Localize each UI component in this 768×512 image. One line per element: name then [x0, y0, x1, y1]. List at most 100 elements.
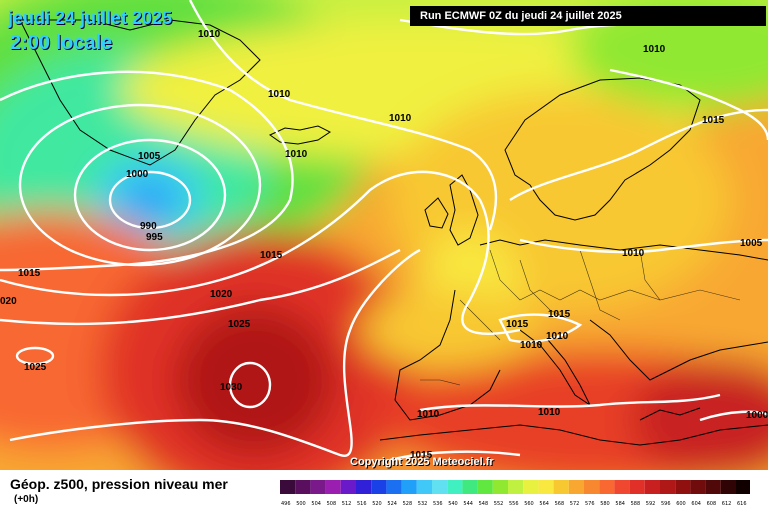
- svg-text:1030: 1030: [220, 382, 243, 393]
- svg-text:1015: 1015: [260, 250, 283, 261]
- scale-swatch: [675, 480, 691, 494]
- scale-tick-label: 528: [403, 501, 413, 507]
- scale-tick-label: 604: [691, 501, 701, 507]
- scale-tick-label: 564: [539, 501, 549, 507]
- scale-swatch: [629, 480, 645, 494]
- scale-tick-label: 552: [494, 501, 504, 507]
- scale-tick-label: 616: [737, 501, 747, 507]
- scale-tick-label: 524: [387, 501, 397, 507]
- scale-swatch: [644, 480, 660, 494]
- scale-tick-label: 560: [524, 501, 534, 507]
- scale-swatch: [356, 480, 372, 494]
- scale-swatch: [523, 480, 539, 494]
- scale-tick-label: 512: [342, 501, 352, 507]
- weather-map: 1010 1010 1010 1010 1010 1015 1005 1000 …: [0, 0, 768, 470]
- scale-swatch: [736, 480, 750, 494]
- scale-swatch: [614, 480, 630, 494]
- scale-tick-label: 576: [585, 501, 595, 507]
- scale-tick-label: 556: [509, 501, 519, 507]
- scale-swatch: [538, 480, 554, 494]
- forecast-time: 2:00 locale: [10, 32, 113, 54]
- svg-text:990: 990: [140, 221, 157, 232]
- svg-text:1010: 1010: [622, 248, 645, 259]
- scale-tick-label: 508: [327, 501, 337, 507]
- scale-swatch: [477, 480, 493, 494]
- svg-text:1010: 1010: [417, 409, 440, 420]
- scale-swatch: [599, 480, 615, 494]
- scale-swatch: [386, 480, 402, 494]
- model-run-label: Run ECMWF 0Z du jeudi 24 juillet 2025: [410, 6, 766, 26]
- isobar-labels: 1010 1010 1010 1010 1010 1015 1005 1000 …: [0, 29, 768, 461]
- svg-text:1010: 1010: [538, 407, 561, 418]
- isobars: [0, 0, 768, 460]
- scale-tick-label: 540: [448, 501, 458, 507]
- svg-text:1010: 1010: [389, 113, 412, 124]
- scale-tick-label: 584: [615, 501, 625, 507]
- scale-swatch: [568, 480, 584, 494]
- svg-text:1000: 1000: [746, 410, 768, 421]
- coastlines: [19, 19, 768, 446]
- scale-swatch: [340, 480, 356, 494]
- svg-text:1010: 1010: [520, 340, 543, 351]
- forecast-date: jeudi 24 juillet 2025: [8, 8, 173, 28]
- scale-tick-label: 568: [555, 501, 565, 507]
- svg-text:1005: 1005: [740, 238, 763, 249]
- scale-tick-label: 580: [600, 501, 610, 507]
- svg-text:1025: 1025: [24, 362, 47, 373]
- scale-swatch: [553, 480, 569, 494]
- svg-text:1015: 1015: [548, 309, 571, 320]
- svg-text:1015: 1015: [18, 268, 41, 279]
- svg-text:995: 995: [146, 232, 163, 243]
- scale-tick-label: 532: [418, 501, 428, 507]
- scale-tick-label: 608: [707, 501, 717, 507]
- scale-swatch: [462, 480, 478, 494]
- scale-tick-label: 536: [433, 501, 443, 507]
- scale-swatch: [295, 480, 311, 494]
- scale-tick-label: 516: [357, 501, 367, 507]
- scale-tick-label: 588: [631, 501, 641, 507]
- scale-tick-label: 496: [281, 501, 291, 507]
- svg-text:1010: 1010: [546, 331, 569, 342]
- scale-tick-label: 612: [722, 501, 732, 507]
- scale-swatch: [720, 480, 736, 494]
- scale-swatch: [432, 480, 448, 494]
- scale-swatch: [371, 480, 387, 494]
- scale-tick-label: 520: [372, 501, 382, 507]
- scale-swatch: [584, 480, 600, 494]
- legend-subtitle: (+0h): [14, 494, 39, 505]
- scale-swatch: [447, 480, 463, 494]
- borders: [420, 249, 741, 386]
- scale-swatch: [660, 480, 676, 494]
- svg-text:1015: 1015: [506, 319, 529, 330]
- scale-tick-label: 500: [296, 501, 306, 507]
- svg-text:1010: 1010: [198, 29, 221, 40]
- scale-tick-label: 504: [311, 501, 321, 507]
- scale-swatch: [508, 480, 524, 494]
- geopotential-field: [0, 0, 768, 470]
- scale-tick-label: 544: [463, 501, 473, 507]
- scale-swatch: [690, 480, 706, 494]
- scale-swatch: [310, 480, 326, 494]
- color-scale: 496 500 504 508 512 516 520 524 528 532 536 540 544 5…: [280, 480, 750, 507]
- svg-text:1000: 1000: [126, 169, 149, 180]
- scale-swatch: [416, 480, 432, 494]
- scale-swatch: [325, 480, 341, 494]
- copyright: Copyright 2025 Meteociel.fr: [350, 456, 494, 468]
- scale-tick-label: 600: [676, 501, 686, 507]
- scale-swatch: [492, 480, 508, 494]
- scale-swatch: [401, 480, 417, 494]
- scale-swatch: [705, 480, 721, 494]
- scale-tick-label: 592: [646, 501, 656, 507]
- scale-tick-label: 548: [479, 501, 489, 507]
- svg-text:020: 020: [0, 296, 17, 307]
- svg-text:1010: 1010: [643, 44, 666, 55]
- svg-text:1015: 1015: [410, 450, 433, 461]
- scale-tick-label: 572: [570, 501, 580, 507]
- svg-text:1025: 1025: [228, 319, 251, 330]
- scale-swatch: [280, 480, 296, 494]
- svg-text:1005: 1005: [138, 151, 161, 162]
- svg-text:1015: 1015: [702, 115, 725, 126]
- svg-text:1010: 1010: [268, 89, 291, 100]
- svg-text:1010: 1010: [285, 149, 308, 160]
- svg-text:1020: 1020: [210, 289, 233, 300]
